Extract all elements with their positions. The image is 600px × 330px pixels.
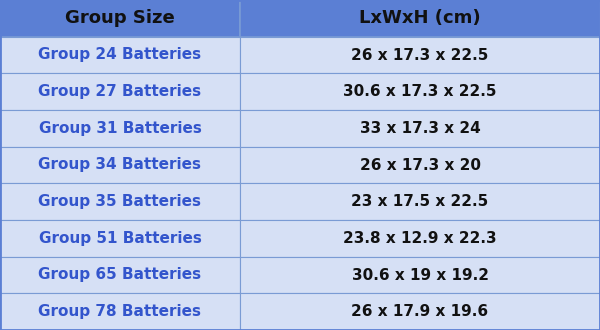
Bar (240, 147, 600, 183)
Text: LxWxH (cm): LxWxH (cm) (359, 9, 481, 27)
Bar (0, 0, 240, 37)
Bar (240, 0, 600, 37)
Bar (0, 293, 240, 330)
Text: 30.6 x 17.3 x 22.5: 30.6 x 17.3 x 22.5 (343, 84, 497, 99)
Text: Group 34 Batteries: Group 34 Batteries (38, 157, 202, 173)
Text: 26 x 17.9 x 19.6: 26 x 17.9 x 19.6 (352, 304, 488, 319)
Bar (240, 293, 600, 330)
Bar (0, 147, 240, 183)
Bar (0, 110, 240, 147)
Bar (240, 220, 600, 257)
Bar (0, 183, 240, 220)
Text: 30.6 x 19 x 19.2: 30.6 x 19 x 19.2 (352, 268, 488, 282)
Bar (0, 257, 240, 293)
Bar (240, 73, 600, 110)
Bar (240, 183, 600, 220)
Bar (0, 73, 240, 110)
Text: Group 24 Batteries: Group 24 Batteries (38, 48, 202, 62)
Text: 23.8 x 12.9 x 22.3: 23.8 x 12.9 x 22.3 (343, 231, 497, 246)
Text: Group 27 Batteries: Group 27 Batteries (38, 84, 202, 99)
Text: 33 x 17.3 x 24: 33 x 17.3 x 24 (359, 121, 481, 136)
Bar (240, 37, 600, 73)
Bar (240, 257, 600, 293)
Text: 26 x 17.3 x 22.5: 26 x 17.3 x 22.5 (352, 48, 488, 62)
Text: 23 x 17.5 x 22.5: 23 x 17.5 x 22.5 (352, 194, 488, 209)
Text: Group 65 Batteries: Group 65 Batteries (38, 268, 202, 282)
Text: 26 x 17.3 x 20: 26 x 17.3 x 20 (359, 157, 481, 173)
Text: Group 35 Batteries: Group 35 Batteries (38, 194, 202, 209)
Bar (0, 37, 240, 73)
Bar (240, 110, 600, 147)
Text: Group Size: Group Size (65, 9, 175, 27)
Text: Group 31 Batteries: Group 31 Batteries (38, 121, 202, 136)
Bar (0, 220, 240, 257)
Text: Group 51 Batteries: Group 51 Batteries (38, 231, 202, 246)
Text: Group 78 Batteries: Group 78 Batteries (38, 304, 202, 319)
